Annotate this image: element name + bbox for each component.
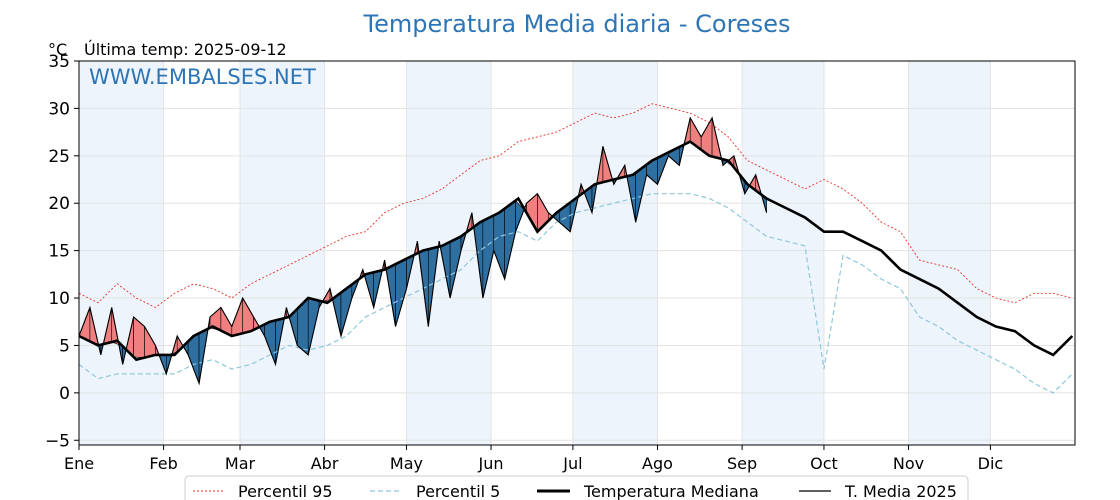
y-tick-label: 35	[48, 52, 70, 72]
x-tick-label-may: May	[390, 454, 423, 473]
x-tick-label-jun: Jun	[478, 454, 504, 473]
plot-frame	[78, 60, 1076, 446]
y-tick-label: 20	[48, 194, 70, 214]
month-shade-sep	[742, 61, 824, 445]
series-line-2025	[78, 116, 768, 386]
legend-label-p5: Percentil 5	[416, 482, 500, 500]
fill-above-median	[526, 193, 538, 233]
month-shading	[79, 61, 991, 445]
month-shade-ene	[79, 61, 164, 445]
y-axis: 35 30 25 20 15 10 5 0 −5	[45, 52, 79, 451]
x-tick-label-feb: Feb	[149, 454, 177, 473]
y-tick-label: 10	[48, 289, 70, 309]
y-tick-label: 5	[59, 336, 70, 356]
y-tick-label: 30	[48, 99, 70, 119]
legend-label-median: Temperatura Mediana	[583, 482, 759, 500]
month-shade-mar	[239, 61, 325, 445]
x-tick-label-mar: Mar	[225, 454, 256, 473]
legend-box	[184, 475, 969, 500]
series-line-mediana	[78, 140, 1074, 362]
x-tick-label-abr: Abr	[311, 454, 339, 473]
y-tick-label: 0	[59, 384, 70, 404]
legend-label-2025: T. Media 2025	[844, 482, 957, 500]
y-tick-label: −5	[45, 431, 70, 451]
last-temp-label: Última temp: 2025-09-12	[84, 40, 287, 59]
month-shade-jul	[572, 61, 658, 445]
x-tick-label-ene: Ene	[64, 454, 94, 473]
x-tick-label-ago: Ago	[642, 454, 673, 473]
x-tick-label-sep: Sep	[727, 454, 757, 473]
x-tick-label-nov: Nov	[893, 454, 924, 473]
x-axis: Ene Feb Mar Abr May Jun Jul Ago Sep Oct Nov Dic	[64, 445, 1003, 473]
x-tick-label-dic: Dic	[978, 454, 1004, 473]
month-shade-nov	[908, 61, 991, 445]
x-tick-label-jul: Jul	[562, 454, 582, 473]
fill-below-median	[493, 208, 505, 280]
y-tick-label: 15	[48, 242, 70, 262]
series-lines	[78, 103, 1074, 394]
legend: Percentil 95 Percentil 5 Temperatura Med…	[184, 475, 969, 500]
series-line-percentil-5	[78, 193, 1073, 394]
x-tick-label-oct: Oct	[810, 454, 838, 473]
chart-title: Temperatura Media diaria - Coreses	[363, 10, 791, 38]
y-tick-label: 25	[48, 147, 70, 167]
series-line-percentil-95	[78, 103, 1073, 309]
y-unit-label: °C	[48, 40, 67, 59]
watermark-text: WWW.EMBALSES.NET	[89, 65, 316, 89]
legend-label-p95: Percentil 95	[238, 482, 333, 500]
